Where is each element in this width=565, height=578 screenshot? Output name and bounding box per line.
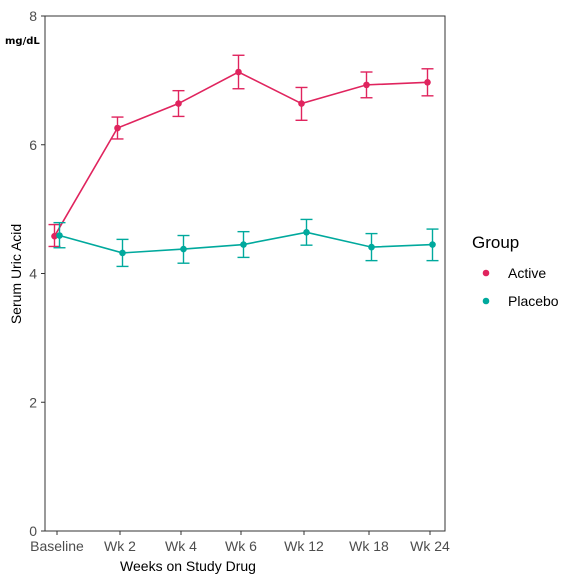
unit-label: mg/dL — [5, 36, 40, 47]
y-axis-title: Serum Uric Acid — [8, 224, 24, 324]
x-tick-label: Baseline — [30, 538, 84, 554]
series-active — [48, 54, 434, 248]
legend-label-active: Active — [508, 265, 546, 281]
legend-title: Group — [472, 233, 519, 252]
data-point — [240, 241, 247, 248]
data-point — [114, 124, 121, 132]
y-tick-label: 6 — [29, 137, 37, 153]
y-tick-label: 0 — [29, 523, 37, 539]
data-point — [424, 79, 431, 86]
data-point — [429, 241, 436, 248]
x-tick-label: Wk 24 — [410, 538, 450, 554]
data-point — [51, 232, 58, 240]
series-placebo — [53, 218, 439, 268]
data-point — [303, 229, 310, 236]
series-line — [53, 71, 428, 237]
data-point — [180, 245, 187, 253]
x-tick-label: Wk 4 — [165, 538, 197, 554]
data-point — [175, 100, 182, 107]
y-tick-label: 4 — [29, 266, 37, 282]
data-point — [235, 68, 242, 76]
legend-key-placebo — [482, 297, 490, 305]
y-tick-label: 8 — [29, 8, 37, 24]
data-point — [298, 100, 305, 107]
panel-border — [44, 15, 446, 532]
series-layer — [48, 54, 439, 268]
data-point — [56, 232, 63, 239]
legend-key-active — [482, 269, 490, 277]
x-tick-label: Wk 18 — [349, 538, 389, 554]
data-point — [368, 243, 375, 251]
y-axis: 0 2 4 6 8 — [29, 8, 45, 539]
plot-panel — [44, 15, 446, 532]
x-axis: Baseline Wk 2 Wk 4 Wk 6 Wk 12 Wk 18 Wk 24 — [30, 531, 450, 554]
y-tick-label: 2 — [29, 394, 37, 410]
x-tick-label: Wk 12 — [284, 538, 324, 554]
legend-label-placebo: Placebo — [508, 293, 559, 309]
x-tick-label: Wk 2 — [104, 538, 136, 554]
x-axis-title: Weeks on Study Drug — [120, 558, 256, 574]
x-tick-label: Wk 6 — [225, 538, 257, 554]
data-point — [363, 81, 370, 89]
data-point — [119, 249, 126, 257]
legend: Group Active Placebo — [472, 233, 559, 309]
